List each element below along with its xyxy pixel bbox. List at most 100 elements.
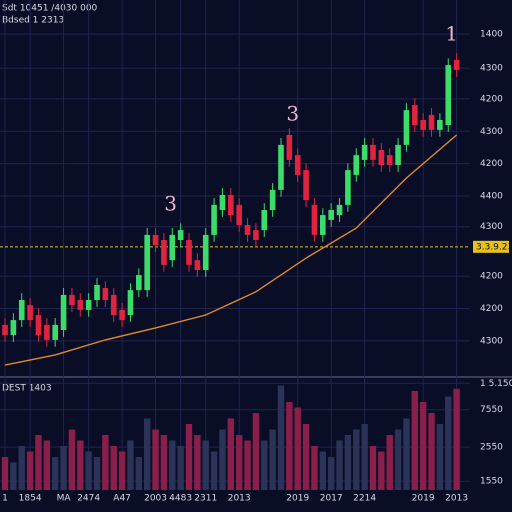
- volume-bar: [135, 457, 143, 490]
- header-line: Sdt 10451 /4030 000: [2, 4, 98, 14]
- annotation: 3: [286, 101, 299, 125]
- volume-bar: [353, 429, 360, 490]
- x-tick-label: 2214: [353, 494, 376, 504]
- volume-bar: [327, 457, 335, 490]
- volume-bar: [394, 429, 402, 490]
- candle-body: [453, 60, 460, 70]
- reference-label: 3.3.9.23: [476, 242, 512, 252]
- candle-body: [361, 144, 368, 160]
- volume-bar: [60, 446, 67, 490]
- x-tick-label: 2019: [286, 494, 309, 504]
- x-tick-label: 2311: [194, 494, 217, 504]
- x-tick-label: MA: [57, 494, 72, 504]
- candle-body: [236, 204, 242, 225]
- y-tick-label: 4300: [480, 336, 503, 346]
- volume-tick-label: 1550: [480, 477, 503, 487]
- volume-bar: [419, 402, 427, 490]
- volume-bar: [378, 451, 385, 490]
- y-tick-label: 4300: [480, 64, 503, 74]
- volume-bar: [26, 451, 34, 490]
- candle-body: [395, 144, 401, 165]
- volume-bar: [10, 462, 17, 490]
- candle-body: [110, 294, 117, 315]
- candle-body: [2, 324, 8, 336]
- candle-body: [211, 204, 217, 235]
- volume-bar: [453, 388, 460, 490]
- y-tick-label: 4200: [480, 304, 503, 314]
- volume-bar: [177, 446, 184, 490]
- candle-body: [437, 120, 443, 130]
- candle-body: [44, 324, 50, 340]
- x-tick-label: 4483: [169, 494, 192, 504]
- volume-bar: [85, 451, 92, 490]
- candle-body: [261, 210, 268, 231]
- candle-body: [403, 110, 410, 145]
- y-tick-label: 4400: [480, 192, 503, 202]
- candle-body: [269, 189, 276, 210]
- candle-body: [27, 305, 33, 321]
- candle-body: [428, 114, 435, 130]
- candle-body: [169, 234, 176, 261]
- volume-bar: [252, 413, 260, 490]
- candle-body: [278, 144, 284, 190]
- volume-bar: [160, 435, 168, 490]
- x-tick-label: 2474: [77, 494, 100, 504]
- candle-body: [69, 294, 75, 306]
- volume-bar: [344, 435, 352, 490]
- volume-bar: [169, 440, 176, 490]
- volume-tick-label: 1 5.150: [480, 379, 512, 389]
- volume-bar: [202, 440, 209, 490]
- x-tick-label: 2003: [144, 494, 167, 504]
- volume-bar: [1, 457, 9, 490]
- candle-body: [186, 240, 192, 265]
- x-tick-label: 2013: [445, 494, 468, 504]
- candle-body: [102, 288, 109, 300]
- candle-body: [202, 234, 209, 270]
- volume-bar: [127, 440, 134, 490]
- volume-bar: [219, 429, 226, 490]
- volume-bar: [210, 451, 218, 490]
- volume-bar: [244, 440, 251, 490]
- x-tick-label: 2019: [412, 494, 435, 504]
- x-tick-label: 1: [2, 494, 8, 504]
- reference-label-box: [473, 240, 509, 253]
- volume-bar: [311, 446, 318, 490]
- volume-bar: [194, 435, 201, 490]
- volume-bar: [369, 446, 377, 490]
- volume-bar: [294, 407, 301, 490]
- candle-body: [320, 215, 326, 235]
- candle-body: [18, 300, 25, 321]
- volume-bar: [118, 451, 126, 490]
- candle-body: [353, 155, 360, 175]
- volume-bar: [436, 424, 444, 490]
- volume-bar: [261, 440, 268, 490]
- candle-body: [127, 290, 134, 315]
- volume-bar: [428, 413, 435, 490]
- volume-bar: [102, 435, 109, 490]
- candle-body: [286, 135, 293, 160]
- candle-body: [228, 195, 234, 216]
- volume-bar: [68, 429, 76, 490]
- volume-bar: [386, 435, 393, 490]
- header-line: Bdsed 1 2313: [2, 16, 64, 26]
- candle-body: [386, 155, 393, 165]
- volume-bar: [403, 418, 410, 490]
- candle-body: [420, 120, 426, 130]
- candle-body: [311, 204, 318, 235]
- volume-bar: [336, 440, 343, 490]
- y-tick-label: 1400: [480, 30, 503, 40]
- y-tick-label: 4300: [480, 127, 503, 137]
- candle-body: [336, 204, 343, 216]
- volume-bar: [110, 446, 117, 490]
- y-tick-label: 4300: [480, 222, 503, 232]
- volume-tick-label: 7550: [480, 405, 503, 415]
- y-tick-label: 4200: [480, 159, 503, 169]
- volume-bar: [286, 402, 293, 490]
- volume-bar: [152, 429, 159, 490]
- candle-body: [77, 300, 84, 310]
- candle-body: [412, 105, 418, 126]
- y-tick-label: 4200: [480, 94, 503, 104]
- candle-body: [94, 285, 100, 300]
- candle-body: [445, 65, 452, 126]
